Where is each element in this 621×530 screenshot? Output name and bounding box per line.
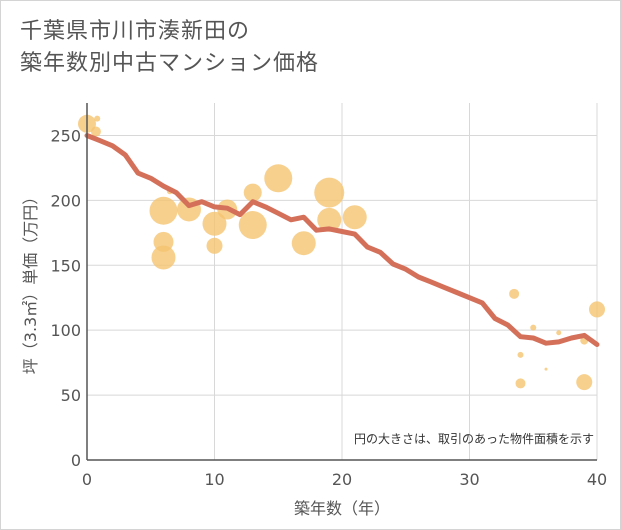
tick-labels: 0 50 100 150 200 250 0 10 20 30 40: [50, 126, 607, 489]
data-bubble: [238, 211, 267, 240]
data-bubble: [151, 245, 176, 270]
x-axis-title: 築年数（年）: [294, 499, 390, 518]
bubble-layer: [78, 114, 605, 391]
x-tick-label: 0: [82, 470, 92, 489]
x-tick-label: 30: [459, 470, 479, 489]
data-bubble: [576, 374, 593, 391]
data-bubble: [556, 330, 562, 336]
data-bubble: [342, 205, 367, 230]
data-bubble: [530, 324, 537, 331]
x-tick-label: 40: [587, 470, 607, 489]
data-bubble: [317, 207, 342, 232]
data-bubble: [264, 164, 293, 193]
x-tick-label: 10: [204, 470, 224, 489]
data-bubble: [243, 183, 262, 202]
data-bubble: [291, 231, 316, 256]
data-bubble: [517, 351, 524, 358]
y-tick-label: 200: [50, 191, 81, 210]
data-bubble: [90, 126, 101, 137]
y-tick-label: 0: [71, 451, 81, 470]
title-line-1: 千葉県市川市湊新田の: [20, 19, 251, 44]
data-bubble: [515, 378, 526, 389]
size-note: 円の大きさは、取引のあった物件面積を示す: [354, 431, 594, 446]
y-tick-label: 150: [50, 256, 81, 275]
data-bubble: [314, 177, 345, 208]
title-line-2: 築年数別中古マンション価格: [20, 51, 320, 76]
y-tick-label: 50: [61, 386, 81, 405]
data-bubble: [94, 115, 101, 122]
trend-layer: [84, 133, 600, 347]
data-bubble: [202, 211, 227, 236]
y-tick-label: 250: [50, 126, 81, 145]
grid-lines: [87, 103, 598, 460]
y-tick-label: 100: [50, 321, 81, 340]
chart-title: 千葉県市川市湊新田の 築年数別中古マンション価格: [20, 16, 319, 80]
data-bubble: [206, 237, 223, 254]
data-bubble: [149, 196, 178, 225]
axes: [86, 103, 597, 461]
x-tick-label: 20: [332, 470, 352, 489]
data-bubble: [544, 367, 548, 371]
y-axis-title: 坪（3.3㎡）単価（万円）: [21, 189, 40, 374]
trend-line: [84, 133, 600, 347]
data-bubble: [509, 288, 520, 299]
data-bubble: [589, 301, 605, 318]
